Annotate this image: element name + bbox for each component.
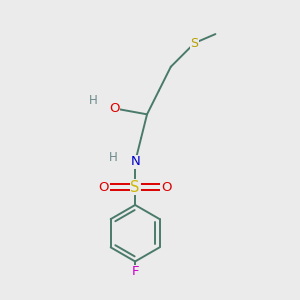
Text: S: S [190, 37, 199, 50]
Text: O: O [161, 181, 172, 194]
Text: N: N [130, 155, 140, 168]
Text: F: F [131, 266, 139, 278]
Text: S: S [130, 180, 140, 195]
Text: H: H [89, 94, 98, 106]
Text: O: O [99, 181, 109, 194]
Text: H: H [109, 151, 117, 164]
Text: O: O [109, 102, 120, 115]
